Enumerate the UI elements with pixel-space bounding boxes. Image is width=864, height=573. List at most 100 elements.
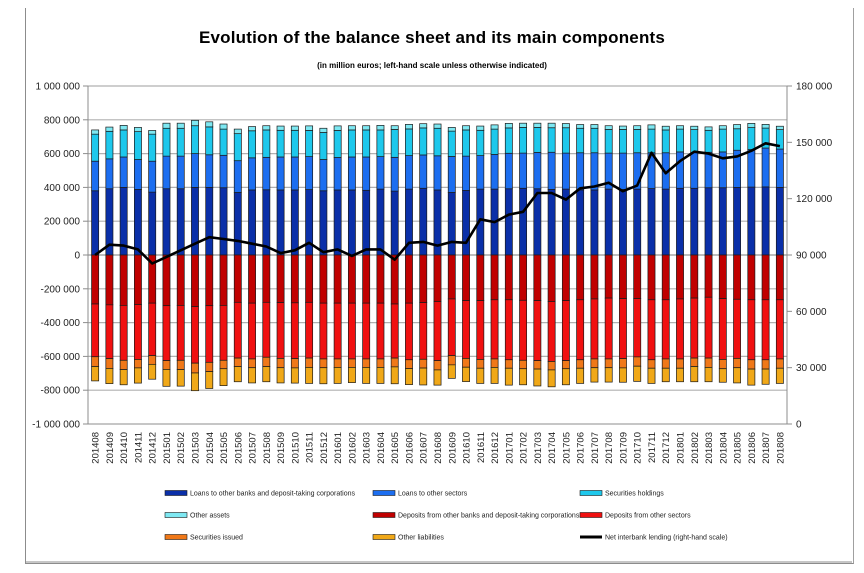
bar-segment bbox=[91, 356, 100, 367]
left-axis-ticks: 1 000 000 800 000 600 000 400 000 200 000 0 -2… bbox=[32, 82, 88, 431]
x-tick-label: 201709 bbox=[618, 432, 629, 464]
bar-segment bbox=[205, 121, 214, 128]
bar-segment bbox=[233, 366, 242, 383]
left-tick-label: -200 000 bbox=[41, 284, 81, 295]
bar-segment bbox=[661, 188, 670, 256]
x-tick-label: 201702 bbox=[519, 432, 530, 464]
bar-segment bbox=[775, 254, 784, 301]
bar-segment bbox=[733, 124, 741, 130]
left-tick-label: -400 000 bbox=[41, 318, 81, 329]
bar-segment bbox=[347, 129, 356, 158]
left-tick-label: 400 000 bbox=[44, 183, 81, 194]
bar-segment bbox=[433, 155, 442, 191]
x-tick-label: 201807 bbox=[761, 432, 772, 464]
bar-segment bbox=[276, 254, 285, 304]
bar-segment bbox=[447, 192, 456, 256]
bar-segment bbox=[233, 160, 242, 193]
bar-segment bbox=[476, 300, 485, 360]
bar-segment bbox=[148, 363, 157, 380]
bar-segment bbox=[191, 254, 199, 307]
bar-segment bbox=[718, 359, 727, 370]
bar-segment bbox=[775, 187, 784, 256]
bar-segment bbox=[305, 130, 314, 157]
x-axis-ticks: 201408 201409 201410 201411 201412 201501 2015… bbox=[91, 432, 787, 464]
bar-segment bbox=[134, 189, 142, 256]
bar-segment bbox=[91, 133, 100, 162]
bar-segment bbox=[105, 130, 114, 160]
bar-segment bbox=[519, 359, 528, 370]
bar-segment bbox=[633, 188, 642, 256]
bar-segment bbox=[533, 300, 542, 361]
bar-segment bbox=[733, 187, 741, 256]
right-tick-label: 0 bbox=[796, 420, 802, 431]
bar-segment bbox=[576, 299, 585, 361]
bar-segment bbox=[761, 186, 770, 256]
bar-segment bbox=[176, 369, 185, 387]
bar-segment bbox=[547, 301, 556, 362]
bar-segment bbox=[262, 254, 271, 303]
bar-segment bbox=[134, 304, 142, 360]
bar-segment bbox=[619, 358, 627, 369]
x-tick-label: 201503 bbox=[190, 432, 201, 464]
bar-segment bbox=[376, 254, 385, 304]
legend-swatch bbox=[372, 534, 396, 540]
x-tick-label: 201808 bbox=[775, 432, 786, 464]
bar-segment bbox=[647, 299, 656, 361]
bar-segment bbox=[262, 356, 271, 367]
bar-segment bbox=[362, 302, 371, 360]
bar-segment bbox=[433, 123, 442, 129]
bar-segment bbox=[319, 190, 328, 256]
bar-segment bbox=[604, 358, 613, 369]
bar-segment bbox=[248, 358, 256, 369]
bar-segment bbox=[447, 254, 456, 300]
net-interbank-lending-line bbox=[94, 142, 781, 265]
bar-segment bbox=[633, 356, 642, 367]
bar-segment bbox=[604, 254, 613, 299]
left-tick-label: -800 000 bbox=[41, 386, 81, 397]
bar-segment bbox=[290, 358, 299, 369]
bar-segment bbox=[233, 254, 242, 303]
bar-segment bbox=[262, 156, 271, 191]
bar-segment bbox=[476, 129, 485, 156]
bar-segment bbox=[105, 368, 114, 384]
bar-segment bbox=[533, 360, 542, 370]
bar-segment bbox=[590, 127, 599, 154]
bar-segment bbox=[561, 300, 570, 361]
bar-segment bbox=[205, 126, 214, 156]
bar-segment bbox=[319, 302, 328, 360]
bar-segment bbox=[647, 359, 656, 369]
bar-segment bbox=[676, 358, 684, 369]
bar-segment bbox=[191, 125, 199, 154]
bar-segment bbox=[690, 366, 699, 383]
bar-segment bbox=[433, 360, 442, 371]
bar-segment bbox=[419, 154, 428, 189]
bar-segment bbox=[248, 254, 256, 304]
bar-segment bbox=[134, 254, 142, 305]
bar-segment bbox=[476, 155, 485, 190]
bar-segment bbox=[319, 358, 328, 369]
bar-segment bbox=[590, 189, 599, 256]
bar-segment bbox=[376, 125, 385, 131]
bar-segment bbox=[704, 126, 713, 131]
left-tick-label: 200 000 bbox=[44, 217, 81, 228]
legend-swatch bbox=[372, 512, 396, 518]
bar-segment bbox=[547, 122, 556, 129]
bar-segment bbox=[576, 127, 585, 154]
bar-segment bbox=[704, 254, 713, 298]
bar-segment bbox=[276, 302, 285, 359]
bar-segment bbox=[305, 254, 314, 303]
bar-segment bbox=[176, 122, 185, 129]
bar-segment bbox=[619, 129, 627, 154]
bar-segment bbox=[633, 254, 642, 299]
bar-segment bbox=[390, 254, 399, 305]
right-axis-ticks: 180 000 150 000 120 000 90 000 60 000 30 000 0 bbox=[787, 82, 833, 431]
bar-segment bbox=[219, 368, 228, 386]
bar-segment bbox=[376, 156, 385, 190]
bar-segment bbox=[733, 254, 741, 300]
x-tick-label: 201610 bbox=[462, 432, 473, 464]
bar-segment bbox=[290, 129, 299, 158]
bar-segment bbox=[718, 254, 727, 299]
x-tick-label: 201710 bbox=[633, 432, 644, 464]
bar-segment bbox=[162, 127, 171, 157]
